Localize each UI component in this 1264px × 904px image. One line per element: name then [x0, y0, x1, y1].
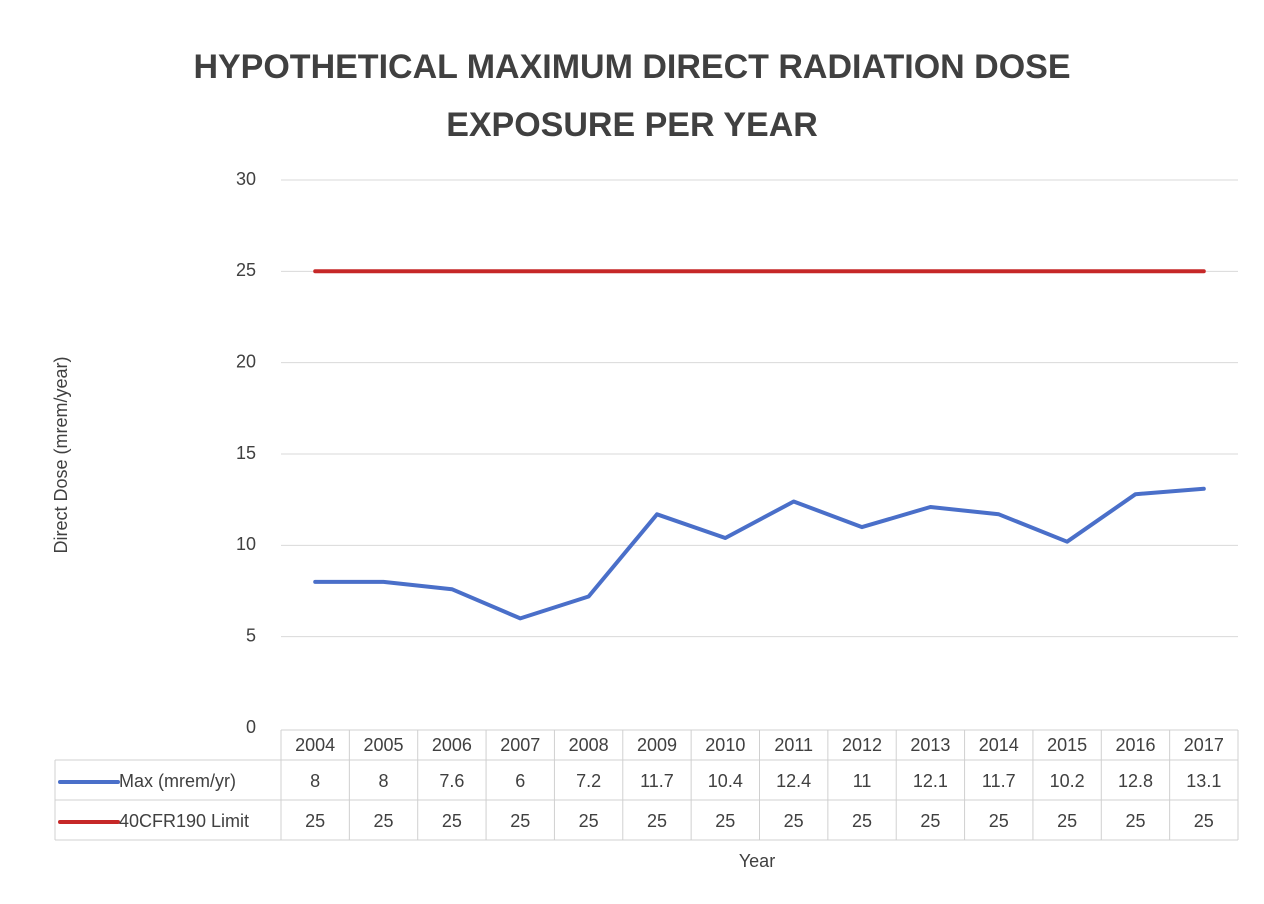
x-tick-label: 2005	[364, 735, 404, 755]
x-tick-label: 2004	[295, 735, 335, 755]
chart-title: HYPOTHETICAL MAXIMUM DIRECT RADIATION DO…	[193, 48, 1071, 144]
legend-label: Max (mrem/yr)	[119, 771, 236, 791]
table-value: 25	[510, 811, 530, 831]
table-value: 25	[920, 811, 940, 831]
table-value: 25	[647, 811, 667, 831]
x-tick-label: 2017	[1184, 735, 1224, 755]
x-tick-label: 2015	[1047, 735, 1087, 755]
table-value: 10.2	[1050, 771, 1085, 791]
table-value: 12.1	[913, 771, 948, 791]
x-tick-label: 2016	[1115, 735, 1155, 755]
table-value: 11	[853, 771, 872, 791]
x-tick-label: 2006	[432, 735, 472, 755]
table-value: 25	[715, 811, 735, 831]
x-tick-label: 2012	[842, 735, 882, 755]
x-tick-label: 2014	[979, 735, 1019, 755]
x-tick-label: 2011	[774, 735, 813, 755]
y-tick-label: 15	[236, 443, 256, 463]
y-tick-label: 10	[236, 534, 256, 554]
table-value: 8	[379, 771, 389, 791]
table-value: 10.4	[708, 771, 743, 791]
table-value: 25	[989, 811, 1009, 831]
table-value: 25	[579, 811, 599, 831]
table-value: 7.6	[439, 771, 464, 791]
x-tick-label: 2010	[705, 735, 745, 755]
table-value: 11.7	[982, 771, 1016, 791]
x-tick-label: 2009	[637, 735, 677, 755]
table-value: 25	[852, 811, 872, 831]
y-tick-label: 20	[236, 351, 256, 371]
table-value: 25	[784, 811, 804, 831]
y-tick-label: 25	[236, 260, 256, 280]
table-value: 25	[1057, 811, 1077, 831]
table-value: 11.7	[640, 771, 674, 791]
series-line	[313, 486, 1206, 621]
table-value: 25	[1194, 811, 1214, 831]
y-tick-label: 5	[246, 625, 256, 645]
x-tick-label: 2007	[500, 735, 540, 755]
y-tick-label: 30	[236, 169, 256, 189]
x-tick-label: 2013	[910, 735, 950, 755]
x-axis-title: Year	[739, 851, 775, 871]
table-value: 12.8	[1118, 771, 1153, 791]
table-value: 13.1	[1186, 771, 1221, 791]
table-value: 25	[1125, 811, 1145, 831]
table-value: 12.4	[776, 771, 811, 791]
table-value: 7.2	[576, 771, 601, 791]
table-value: 25	[374, 811, 394, 831]
table-value: 25	[305, 811, 325, 831]
x-tick-label: 2008	[569, 735, 609, 755]
table-value: 25	[442, 811, 462, 831]
table-value: 6	[515, 771, 525, 791]
legend-label: 40CFR190 Limit	[119, 811, 249, 831]
table-value: 8	[310, 771, 320, 791]
y-axis-title: Direct Dose (mrem/year)	[51, 356, 71, 553]
y-tick-label: 0	[246, 717, 256, 737]
